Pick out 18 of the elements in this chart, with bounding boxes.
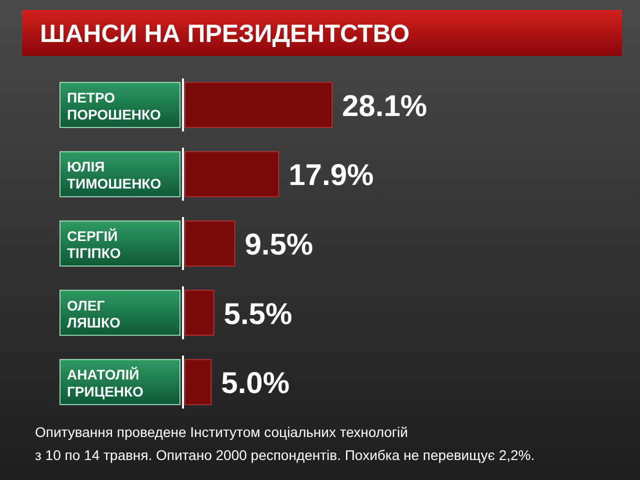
- text: з 10 по 14 травня. Опитано 2000 респондентів. Похибка не перевищує 2,2%.: [35, 447, 535, 463]
- bar: [184, 359, 212, 406]
- bar: [184, 82, 332, 128]
- bar: [184, 151, 280, 198]
- y-tick-label: СЕРГІЙ ТІГІПКО: [67, 228, 121, 261]
- y-tick-label: ОЛЕГ ЛЯШКО: [67, 297, 120, 330]
- data-label: 5.0%: [221, 367, 290, 400]
- data-label: 5.5%: [224, 298, 292, 331]
- data-label: 17.9%: [288, 159, 374, 192]
- text: Опитування проведене Інститутом соціальних технологій: [35, 424, 408, 440]
- chart-title: ШАНСИ НА ПРЕЗИДЕНТСТВО: [40, 20, 410, 48]
- data-label: 9.5%: [244, 228, 314, 262]
- bar: [184, 290, 214, 336]
- y-tick-label: АНАТОЛІЙ ГРИЦЕНКО: [67, 366, 144, 400]
- data-label: 28.1%: [342, 90, 428, 123]
- bar: [184, 220, 236, 267]
- y-tick-label: ПЕТРО ПОРОШЕНКО: [67, 89, 162, 122]
- y-tick-label: ЮЛІЯ ТИМОШЕНКО: [67, 158, 162, 192]
